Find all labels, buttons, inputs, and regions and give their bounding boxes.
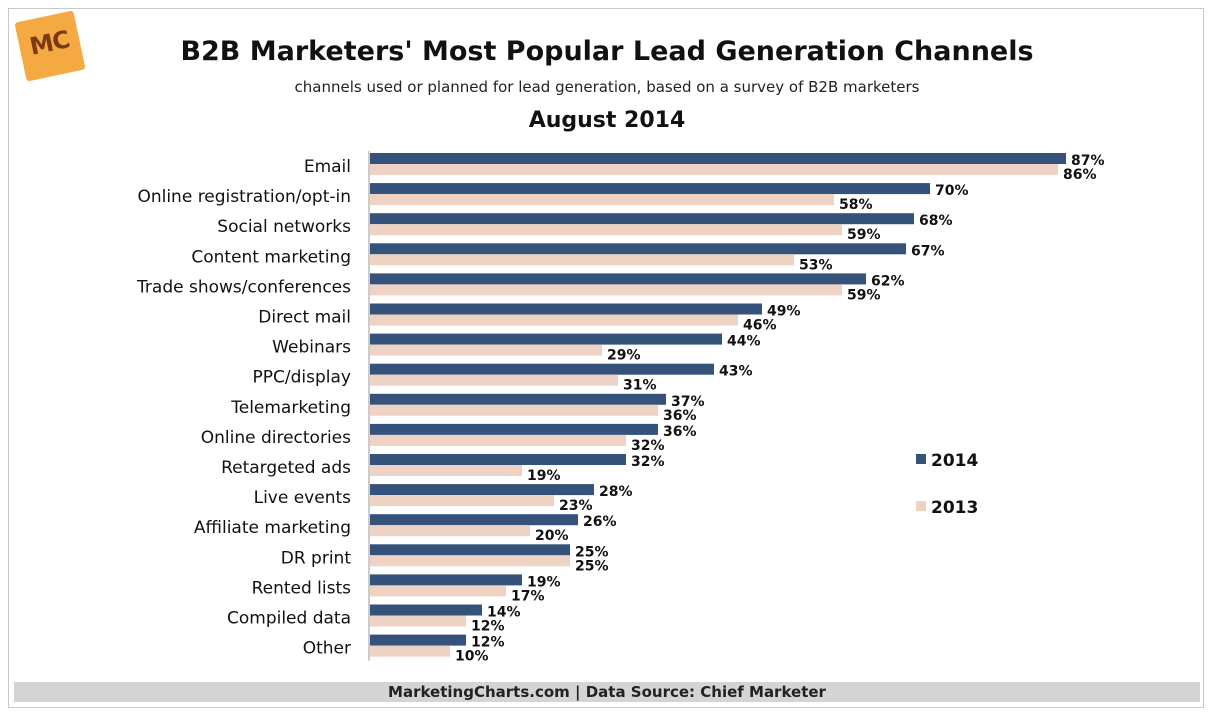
- bar-2013: [370, 194, 834, 206]
- bar-2013: [370, 525, 530, 537]
- bar-2014: [370, 544, 570, 556]
- bar-2014: [370, 183, 930, 195]
- data-label-2013: 23%: [559, 498, 593, 514]
- data-label-2013: 20%: [535, 528, 569, 544]
- bar-2014: [370, 333, 722, 345]
- legend-swatch-2014: [916, 454, 926, 464]
- data-label-2013: 58%: [839, 197, 873, 213]
- data-label-2014: 36%: [663, 424, 697, 440]
- bar-2014: [370, 574, 522, 586]
- legend-swatch-2013: [916, 501, 926, 511]
- category-label: PPC/display: [253, 368, 351, 388]
- legend-label-2014: 2014: [931, 451, 978, 471]
- data-label-2014: 43%: [719, 364, 753, 380]
- data-label-2013: 31%: [623, 378, 657, 394]
- bar-2013: [370, 615, 466, 627]
- bar-2013: [370, 585, 506, 597]
- data-label-2014: 19%: [527, 574, 561, 590]
- data-label-2014: 12%: [471, 635, 505, 651]
- category-label: Other: [303, 639, 351, 659]
- data-label-2014: 70%: [935, 183, 969, 199]
- data-label-2013: 46%: [743, 318, 777, 334]
- data-label-2014: 28%: [599, 484, 633, 500]
- category-label: Webinars: [272, 338, 351, 358]
- category-label: Affiliate marketing: [194, 518, 351, 538]
- data-label-2013: 59%: [847, 227, 881, 243]
- bar-2013: [370, 495, 554, 507]
- bar-2014: [370, 634, 466, 646]
- data-label-2014: 68%: [919, 213, 953, 229]
- data-label-2014: 44%: [727, 334, 761, 350]
- data-label-2013: 17%: [511, 588, 545, 604]
- bar-2013: [370, 254, 794, 266]
- bar-2013: [370, 555, 570, 567]
- data-label-2014: 87%: [1071, 153, 1105, 169]
- data-label-2013: 86%: [1063, 167, 1097, 183]
- bar-2014: [370, 273, 866, 285]
- bar-2014: [370, 484, 594, 496]
- category-label: Online directories: [201, 428, 351, 448]
- data-label-2013: 12%: [471, 619, 505, 635]
- bar-2014: [370, 363, 714, 375]
- bar-2013: [370, 344, 602, 356]
- category-label: Compiled data: [227, 609, 351, 629]
- category-label: Online registration/opt-in: [137, 187, 351, 207]
- category-label: Social networks: [217, 217, 351, 237]
- legend-label-2013: 2013: [931, 498, 978, 518]
- bar-2013: [370, 404, 658, 416]
- data-label-2014: 67%: [911, 243, 945, 259]
- bar-2013: [370, 314, 738, 326]
- category-label: Live events: [254, 488, 352, 508]
- chart-frame: [8, 8, 1204, 708]
- data-label-2014: 26%: [583, 514, 617, 530]
- bar-2014: [370, 303, 762, 315]
- data-label-2014: 14%: [487, 605, 521, 621]
- bar-2013: [370, 374, 618, 386]
- category-label: Content marketing: [191, 247, 351, 267]
- data-label-2013: 25%: [575, 558, 609, 574]
- data-label-2013: 36%: [663, 408, 697, 424]
- chart-title: B2B Marketers' Most Popular Lead Generat…: [180, 36, 1034, 67]
- footer-source: MarketingCharts.com | Data Source: Chief…: [14, 682, 1200, 702]
- data-label-2013: 59%: [847, 287, 881, 303]
- data-label-2013: 19%: [527, 468, 561, 484]
- bar-2014: [370, 153, 1066, 164]
- category-label: Direct mail: [258, 308, 351, 328]
- data-label-2014: 25%: [575, 544, 609, 560]
- bar-2013: [370, 465, 522, 476]
- category-label: Email: [304, 157, 351, 177]
- bar-2014: [370, 423, 658, 435]
- data-label-2013: 10%: [455, 649, 489, 665]
- data-label-2014: 62%: [871, 273, 905, 289]
- category-label: DR print: [281, 548, 352, 568]
- bar-2013: [370, 434, 626, 446]
- data-label-2014: 37%: [671, 394, 705, 410]
- data-label-2013: 32%: [631, 438, 665, 454]
- chart-period: August 2014: [528, 108, 686, 133]
- bar-2013: [370, 645, 450, 657]
- bar-2014: [370, 243, 906, 255]
- data-label-2014: 49%: [767, 304, 801, 320]
- bar-2013: [370, 224, 842, 236]
- category-label: Telemarketing: [230, 398, 351, 418]
- bar-2013: [370, 164, 1058, 175]
- chart-subtitle: channels used or planned for lead genera…: [294, 78, 920, 96]
- category-label: Retargeted ads: [221, 458, 351, 478]
- data-label-2013: 53%: [799, 257, 833, 273]
- bar-2013: [370, 284, 842, 296]
- bar-2014: [370, 604, 482, 616]
- bar-2014: [370, 454, 626, 465]
- bar-2014: [370, 514, 578, 526]
- data-label-2013: 29%: [607, 348, 641, 364]
- data-label-2014: 32%: [631, 454, 665, 470]
- category-label: Trade shows/conferences: [136, 277, 351, 297]
- bar-2014: [370, 393, 666, 405]
- bar-2014: [370, 213, 914, 225]
- category-label: Rented lists: [252, 578, 352, 598]
